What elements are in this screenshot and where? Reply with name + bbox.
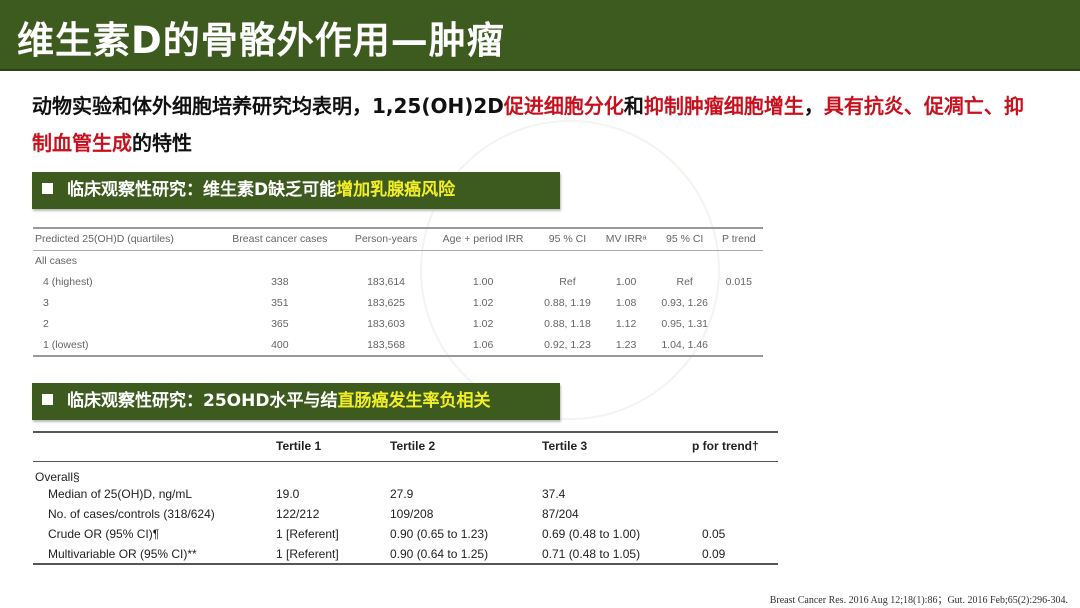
column-header: Tertile 1 xyxy=(276,432,390,462)
table-cell xyxy=(715,335,763,356)
table-cell xyxy=(715,293,763,314)
table-row: Median of 25(OH)D, ng/mL 19.0 27.9 37.4 xyxy=(33,484,778,504)
column-header: Person-years xyxy=(343,228,429,251)
table-row: Multivariable OR (95% CI)** 1 [Referent] 0… xyxy=(33,544,778,564)
table-cell: 0.95, 1.31 xyxy=(661,318,709,330)
table-cell: 1.00 xyxy=(615,276,637,288)
banner-highlight: 直肠癌发生率负相关 xyxy=(337,391,491,411)
intro-part: 和 xyxy=(623,94,644,118)
table-cell: No. of cases/controls (318/624) xyxy=(48,507,215,521)
table-cell: 1.02 xyxy=(472,297,494,309)
column-header: P trend xyxy=(714,228,763,251)
table-cell xyxy=(692,484,778,504)
banner-text: 临床观察性研究：维生素D缺乏可能 xyxy=(67,180,337,200)
table-cell: 1.04, 1.46 xyxy=(661,338,709,351)
bullet-square-icon xyxy=(42,183,53,194)
intro-part: 的特性 xyxy=(132,131,192,155)
slide-title: 维生素D的骨骼外作用—肿瘤 xyxy=(17,19,505,62)
table-row: 1 (lowest) 400 183,568 1.06 0.92, 1.23 1.23 1.… xyxy=(33,335,763,356)
table-cell: 0.88, 1.19 xyxy=(544,297,591,309)
table-cell: 87/204 xyxy=(542,507,579,521)
table-cell: 1 [Referent] xyxy=(276,546,339,561)
intro-highlight: 促进细胞分化 xyxy=(503,94,624,118)
table-cell: 183,603 xyxy=(367,318,406,330)
column-header: Predicted 25(OH)D (quartiles) xyxy=(33,228,217,251)
table-cell: 1 [Referent] xyxy=(276,527,339,541)
table-cell: 0.69 (0.48 to 1.00) xyxy=(542,527,641,541)
table-row: Crude OR (95% CI)¶ 1 [Referent] 0.90 (0.65… xyxy=(33,524,778,544)
table-cell: 1 (lowest) xyxy=(43,338,89,351)
intro-highlight: 具有抗炎、促凋亡、抑制血管生成 xyxy=(32,94,1024,155)
intro-text: 动物实验和体外细胞培养研究均表明，1,25(OH)2D促进细胞分化和抑制肿瘤细胞… xyxy=(32,88,1042,162)
table-cell: 1.23 xyxy=(615,338,637,351)
table-cell: 0.09 xyxy=(702,546,726,561)
intro-part: 动物实验和体外细胞培养研究均表明，1,25(OH)2D xyxy=(32,94,504,118)
table-cell: 183,614 xyxy=(367,276,406,288)
column-header: Age + period IRR xyxy=(428,228,538,251)
table-cell: Ref xyxy=(559,276,576,288)
table-cell: 122/212 xyxy=(276,507,320,521)
bullet-square-icon xyxy=(42,394,53,405)
table-cell: 183,568 xyxy=(367,338,406,351)
table-cell: Ref xyxy=(676,276,693,288)
column-header: Tertile 2 xyxy=(390,432,542,462)
table-cell: 2 xyxy=(43,318,49,330)
table-cell: 0.05 xyxy=(702,527,726,541)
column-header: Tertile 3 xyxy=(542,432,692,462)
column-header: Breast cancer cases xyxy=(216,228,344,251)
table-cell: 19.0 xyxy=(276,487,300,501)
table-cell: 1.06 xyxy=(472,338,494,351)
table-cell: 1.12 xyxy=(615,318,637,330)
table-cell: 3 xyxy=(43,297,49,309)
table-cell: 0.92, 1.23 xyxy=(544,338,591,351)
table-row: 4 (highest) 338 183,614 1.00 Ref 1.00 Ref 0.015 xyxy=(33,272,763,293)
watermark-seal xyxy=(420,120,720,420)
section-label: Overall§ xyxy=(35,470,80,484)
table-cell: 0.90 (0.64 to 1.25) xyxy=(390,546,489,561)
table-cell: Crude OR (95% CI)¶ xyxy=(48,527,160,541)
table-cell: 4 (highest) xyxy=(43,276,93,288)
table-cell: Median of 25(OH)D, ng/mL xyxy=(48,487,193,501)
section-label: All cases xyxy=(35,255,78,268)
banner-text: 临床观察性研究：25OHD水平与结 xyxy=(67,391,338,411)
table-row: 2 365 183,603 1.02 0.88, 1.18 1.12 0.95, 1.31 xyxy=(33,314,763,335)
table-cell: 1.08 xyxy=(615,297,637,309)
table-cell xyxy=(692,504,778,524)
table-cell: 1.02 xyxy=(472,318,494,330)
intro-part: ， xyxy=(803,94,824,118)
table-cell: 365 xyxy=(271,318,289,330)
table-row: No. of cases/controls (318/624) 122/212 10… xyxy=(33,504,778,524)
banner-highlight: 增加乳腺癌风险 xyxy=(336,180,456,200)
title-bar: 维生素D的骨骼外作用—肿瘤 xyxy=(0,0,1080,71)
citation: Breast Cancer Res. 2016 Aug 12;18(1):86；… xyxy=(769,595,1068,606)
table-cell: 400 xyxy=(271,338,289,351)
intro-highlight: 抑制肿瘤细胞增生 xyxy=(643,94,804,118)
banner-breast-cancer: 临床观察性研究：维生素D缺乏可能增加乳腺癌风险 xyxy=(32,172,560,209)
table-cell: 1.00 xyxy=(472,276,494,288)
column-header xyxy=(33,432,276,462)
table-cell: 0.90 (0.65 to 1.23) xyxy=(390,527,489,541)
table-cell xyxy=(715,314,763,335)
table-cell: 109/208 xyxy=(390,507,434,521)
column-header: 95 % CI xyxy=(537,228,598,251)
column-header: p for trend† xyxy=(692,432,778,462)
table-cell: 0.88, 1.18 xyxy=(544,318,591,330)
table-row: 3 351 183,625 1.02 0.88, 1.19 1.08 0.93, 1.26 xyxy=(33,293,763,314)
banner-colorectal: 临床观察性研究：25OHD水平与结直肠癌发生率负相关 xyxy=(32,383,560,420)
table-cell: 338 xyxy=(271,276,289,288)
column-header: MV IRRᵃ xyxy=(597,228,655,251)
table-cell: 183,625 xyxy=(367,297,406,309)
table-cell: 351 xyxy=(271,297,289,309)
table-cell: 0.93, 1.26 xyxy=(661,297,709,309)
table-cell: 0.015 xyxy=(725,276,752,288)
breast-cancer-table: Predicted 25(OH)D (quartiles) Breast canc… xyxy=(33,227,763,357)
table-cell: 0.71 (0.48 to 1.05) xyxy=(542,546,641,561)
column-header: 95 % CI xyxy=(654,228,715,251)
table-cell: Multivariable OR (95% CI)** xyxy=(48,546,197,561)
table-cell: 37.4 xyxy=(542,487,566,501)
table-cell: 27.9 xyxy=(390,487,414,501)
